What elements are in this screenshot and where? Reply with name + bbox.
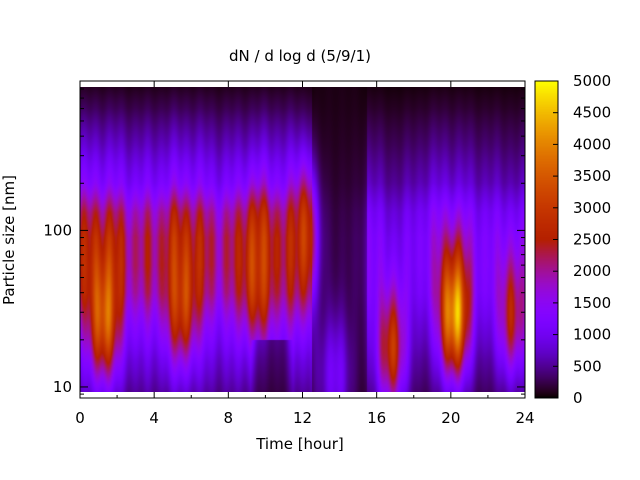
colorbar-tick-label: 3000 (573, 199, 611, 217)
colorbar-tick-label: 4500 (573, 104, 611, 122)
colorbar-tick-label: 1500 (573, 294, 611, 312)
y-axis: 10 100 (43, 88, 525, 396)
chart-title: dN / d log d (5/9/1) (229, 47, 371, 65)
x-tick-label: 24 (515, 409, 534, 427)
x-tick-label: 4 (149, 409, 159, 427)
x-axis-label: Time [hour] (255, 435, 344, 453)
colorbar-ticks: 0 500 1000 1500 2000 2500 3000 3500 4000 4500 5000 (553, 72, 611, 407)
x-tick-label: 8 (224, 409, 234, 427)
colorbar: 0 500 1000 1500 2000 2500 3000 3500 4000 4500 5000 (534, 72, 611, 407)
plot-area (79, 80, 526, 399)
colorbar-tick-label: 0 (573, 389, 583, 407)
x-tick-label: 16 (367, 409, 386, 427)
x-tick-label: 0 (75, 409, 85, 427)
colorbar-tick-label: 3500 (573, 167, 611, 185)
heatmap-image (80, 87, 525, 392)
colorbar-tick-label: 500 (573, 357, 602, 375)
colorbar-tick-label: 2500 (573, 231, 611, 249)
colorbar-tick-label: 5000 (573, 72, 611, 90)
y-axis-label: Particle size [nm] (0, 175, 18, 305)
y-tick-label: 100 (43, 221, 72, 239)
colorbar-tick-label: 2000 (573, 262, 611, 280)
colorbar-tick-label: 4000 (573, 135, 611, 153)
colorbar-gradient (535, 81, 558, 398)
x-tick-label: 12 (293, 409, 312, 427)
x-axis: 0 4 8 12 16 20 24 (75, 81, 535, 427)
y-tick-label: 10 (53, 378, 72, 396)
colorbar-tick-label: 1000 (573, 326, 611, 344)
x-tick-label: 20 (441, 409, 460, 427)
